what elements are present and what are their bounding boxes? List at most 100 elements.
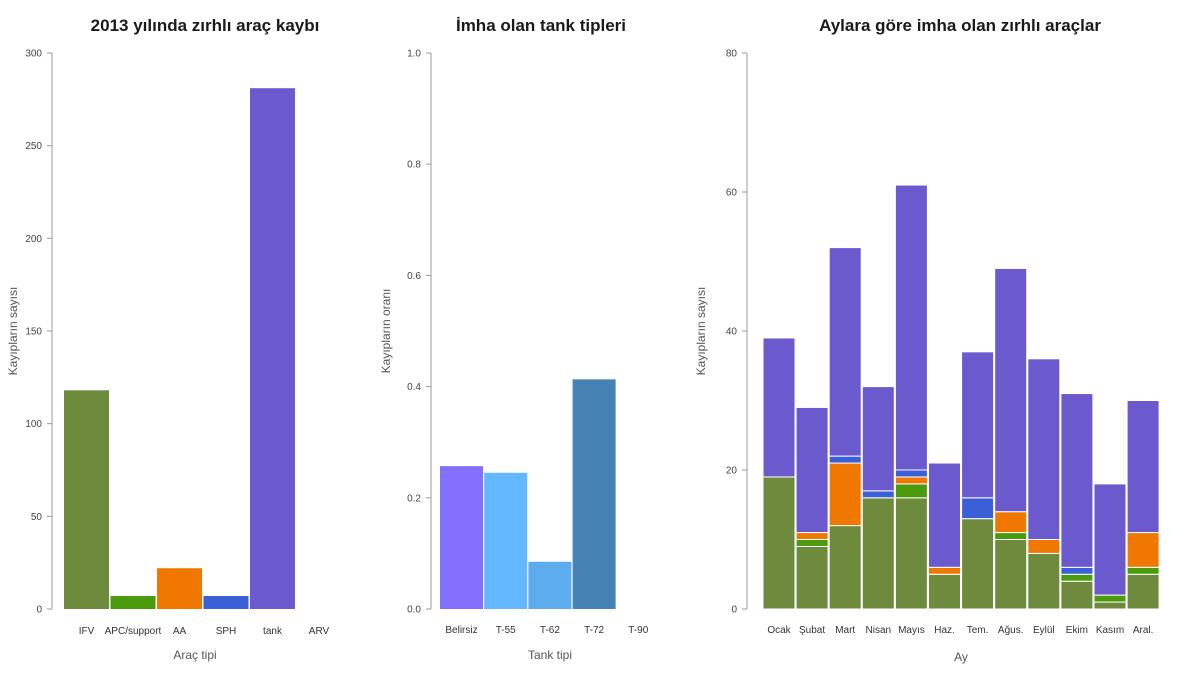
y-axis-label: Kayıpların oranı (379, 289, 393, 374)
chart-title: İmha olan tank tipleri (456, 16, 626, 35)
y-axis-label: Kayıpların sayısı (6, 287, 20, 376)
bar-segment-tank (994, 267, 1028, 513)
bar-segment-tank (961, 351, 995, 499)
category-label: SPH (216, 626, 237, 637)
category-label: Tem. (967, 625, 989, 636)
bar (484, 472, 528, 609)
category-label: AA (173, 626, 187, 637)
y-tick-label: 0.0 (407, 605, 421, 616)
y-tick-label: 0.4 (407, 382, 421, 393)
bar-segment-tank (762, 337, 796, 478)
bar (157, 568, 202, 609)
y-tick-label: 20 (726, 466, 738, 477)
bar-segment-ifv (762, 476, 796, 610)
y-tick-label: 0.8 (407, 160, 421, 171)
chart-title: 2013 yılında zırhlı araç kaybı (91, 16, 320, 35)
bar-segment-sph (828, 455, 862, 464)
category-label: T-90 (628, 625, 648, 636)
category-label: Haz. (934, 625, 955, 636)
bar-segment-apc-support (994, 532, 1028, 540)
bar (203, 596, 249, 609)
bar-segment-apc-support (1060, 573, 1094, 582)
bar-segment-aa (828, 462, 862, 527)
category-label: T-62 (540, 625, 560, 636)
category-label: Ağus. (998, 625, 1024, 636)
category-label: Mayıs (898, 625, 925, 636)
bar-segment-ifv (1027, 552, 1061, 610)
y-tick-label: 60 (726, 188, 738, 199)
chart-vehicle-losses: 2013 yılında zırhlı araç kaybı Araç tipi… (0, 0, 390, 675)
category-label: Belirsiz (445, 625, 477, 636)
bar-segment-ifv (828, 525, 862, 610)
bar-segment-tank (1060, 393, 1094, 568)
category-label: Mart (835, 625, 855, 636)
bar-segment-aa (994, 511, 1028, 534)
category-label: Aral. (1133, 625, 1154, 636)
bar-segment-ifv (1060, 580, 1094, 610)
y-tick-label: 100 (25, 419, 42, 430)
y-tick-label: 80 (726, 49, 738, 60)
category-label: Kasım (1096, 625, 1124, 636)
y-tick-label: 0 (36, 605, 42, 616)
chart-monthly-losses: Aylara göre imha olan zırhlı araçlar Ay … (690, 0, 1200, 675)
bar-segment-ifv (1126, 573, 1160, 610)
x-axis-label: Ay (954, 650, 968, 664)
category-label: tank (263, 626, 283, 637)
bar (440, 466, 483, 609)
chart-tank-types: İmha olan tank tipleri Tank tipi Kayıpla… (370, 0, 690, 675)
category-label: Ocak (767, 625, 791, 636)
chart-vehicle-losses-svg: 2013 yılında zırhlı araç kaybı Araç tipi… (6, 16, 330, 662)
y-tick-label: 250 (25, 141, 42, 152)
bar-segment-aa (894, 476, 928, 485)
bar (528, 561, 572, 609)
bar-segment-aa (1126, 532, 1160, 568)
category-label: Nisan (866, 625, 892, 636)
bar-segment-aa (1027, 539, 1061, 554)
chart-tank-types-svg: İmha olan tank tipleri Tank tipi Kayıpla… (379, 16, 649, 662)
bar-segment-tank (861, 386, 895, 492)
bar-segment-tank (1093, 483, 1127, 596)
category-label: Eylül (1033, 625, 1055, 636)
bar-segment-ifv (994, 539, 1028, 610)
bar-segment-ifv (961, 518, 995, 610)
chart-monthly-losses-svg: Aylara göre imha olan zırhlı araçlar Ay … (694, 16, 1160, 664)
y-tick-label: 50 (31, 512, 43, 523)
category-label: IFV (79, 626, 95, 637)
bar-segment-ifv (894, 497, 928, 610)
chart-title: Aylara göre imha olan zırhlı araçlar (819, 16, 1101, 35)
bar-segment-tank (1126, 400, 1160, 534)
bar-segment-sph (861, 490, 895, 499)
bar-segment-tank (928, 462, 961, 568)
category-label: Ekim (1066, 625, 1088, 636)
bar (250, 88, 295, 610)
category-label: T-55 (496, 625, 516, 636)
bar-segment-sph (961, 497, 995, 520)
y-tick-label: 200 (25, 234, 42, 245)
bar-segment-tank (1027, 358, 1061, 540)
y-tick-label: 0.2 (407, 493, 421, 504)
y-tick-label: 0 (731, 605, 737, 616)
bar-segment-apc-support (894, 483, 928, 499)
bar-segment-aa (795, 532, 829, 540)
bar-segment-apc-support (795, 539, 829, 547)
y-tick-label: 0.6 (407, 271, 421, 282)
category-label: T-72 (584, 625, 604, 636)
bar (572, 379, 616, 609)
bar-segment-tank (894, 184, 928, 471)
y-tick-label: 1.0 (407, 49, 421, 60)
x-axis-label: Araç tipi (173, 648, 216, 662)
y-tick-label: 40 (726, 327, 738, 338)
y-tick-label: 150 (25, 327, 42, 338)
bar (64, 390, 109, 609)
bar-segment-ifv (861, 497, 895, 610)
bar-segment-ifv (928, 573, 961, 610)
bar (110, 596, 156, 609)
y-axis-label: Kayıpların sayısı (694, 287, 708, 376)
bar-segment-sph (1060, 566, 1094, 575)
bar-segment-apc-support (1093, 594, 1127, 603)
bar-segment-aa (928, 566, 961, 575)
y-tick-label: 300 (25, 49, 42, 60)
x-axis-label: Tank tipi (528, 648, 572, 662)
bar-segment-sph (894, 469, 928, 478)
category-label: APC/support (105, 626, 162, 637)
